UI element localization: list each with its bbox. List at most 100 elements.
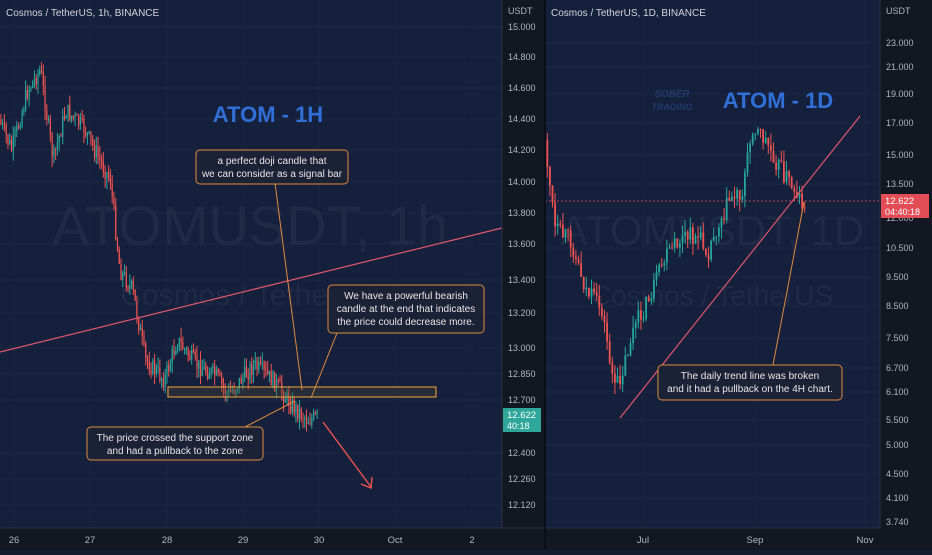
right-plot-area[interactable]: [545, 0, 880, 528]
left-candle-body: [175, 350, 177, 355]
right-candle-body: [733, 196, 736, 199]
x-tick-label-left: 28: [162, 535, 173, 546]
left-candle-body: [24, 90, 27, 110]
left-candle-body: [307, 423, 309, 425]
left-candle-body: [180, 338, 182, 343]
left-y-tick-label: 12.260: [508, 474, 536, 484]
right-candle-body: [652, 279, 655, 299]
left-candle-body: [164, 374, 166, 388]
left-candle-body: [224, 387, 226, 394]
right-candle-body: [762, 129, 765, 143]
left-candle-body: [136, 300, 138, 318]
right-candle-body: [600, 307, 603, 317]
right-axis-currency: USDT: [886, 6, 911, 16]
left-candle-body: [176, 347, 179, 351]
left-candle-body: [222, 383, 225, 388]
right-y-tick-label: 6.100: [886, 387, 909, 397]
right-candle-body: [715, 236, 718, 238]
x-tick-label-left: Oct: [388, 535, 403, 546]
right-candle-body: [777, 160, 780, 170]
left-candle-body: [268, 370, 271, 375]
left-candle-body: [212, 365, 214, 369]
left-candle-body: [191, 349, 193, 360]
left-candle-body: [86, 132, 89, 136]
right-candle-body: [621, 375, 624, 385]
left-candle-body: [95, 146, 97, 158]
left-candle-body: [183, 349, 186, 351]
left-candle-body: [231, 389, 233, 392]
right-candle-body: [730, 196, 733, 201]
left-candle-body: [229, 389, 232, 392]
left-candle-body: [120, 263, 122, 280]
left-candle-body: [297, 404, 299, 419]
left-price-tag: 12.622 40:18: [503, 408, 541, 432]
left-price-axis[interactable]: USDT 15.000 14.800 14.600 14.400 14.200 14.00…: [501, 0, 545, 550]
right-candle-body: [780, 160, 783, 162]
left-candle-body: [304, 418, 306, 420]
right-candle-body: [580, 262, 583, 277]
left-candle-body: [9, 140, 11, 144]
right-candle-body: [629, 343, 632, 356]
left-y-tick-label: 13.400: [508, 275, 536, 285]
left-candle-body: [214, 365, 216, 376]
left-candle-body: [226, 392, 228, 394]
left-candle-body: [305, 418, 308, 424]
right-candle-body: [603, 316, 606, 323]
right-candle-body: [691, 227, 694, 244]
right-candle-body: [710, 240, 713, 260]
right-candle-body: [660, 264, 663, 266]
callout-support-line1: The price crossed the support zone: [97, 433, 254, 444]
left-candle-body: [60, 135, 62, 137]
left-candle-body: [291, 399, 294, 413]
left-candle-body: [259, 361, 262, 364]
right-y-tick-label: 13.500: [886, 179, 914, 189]
left-candle-body: [90, 131, 92, 140]
left-y-tick-label: 14.600: [508, 83, 536, 93]
right-candle-body: [559, 223, 562, 225]
right-candle-body: [725, 197, 728, 220]
left-candle-body: [17, 125, 20, 128]
left-candle-body: [169, 363, 172, 372]
left-candle-body: [171, 349, 173, 364]
right-candle-body: [702, 232, 705, 249]
left-candle-body: [81, 118, 83, 120]
left-candle-body: [49, 118, 51, 135]
right-candle-body: [642, 319, 645, 321]
right-candle-body: [798, 193, 801, 198]
right-candle-body: [764, 138, 767, 143]
left-candle-body: [92, 139, 94, 146]
right-chart-panel[interactable]: ATOMUSDT, 1D Cosmos / TetherUS ATOM - 1D…: [545, 0, 880, 528]
left-candle-body: [178, 338, 180, 348]
left-candle-body: [256, 360, 258, 370]
left-candle-body: [63, 116, 66, 119]
left-chart-panel[interactable]: ATOMUSDT, 1h Cosmos / TetherUS ATOM - 1H…: [0, 0, 503, 528]
left-candle-body: [62, 116, 64, 137]
right-candle-body: [697, 236, 700, 238]
left-candle-body: [99, 156, 101, 160]
left-candle-body: [115, 205, 117, 239]
left-current-price: 12.622: [507, 410, 536, 421]
left-candle-body: [79, 118, 82, 126]
right-candle-body: [587, 287, 590, 297]
left-candle-body: [199, 360, 202, 377]
right-candle-body: [676, 238, 679, 248]
left-candle-body: [30, 87, 32, 90]
left-chart-title: ATOM - 1H: [213, 102, 323, 127]
left-candle-body: [33, 77, 36, 82]
right-price-axis[interactable]: USDT 23.000 21.000 19.000 17.000 15.000 13.50…: [879, 0, 932, 550]
left-candle-body: [116, 238, 119, 250]
left-candle-body: [102, 161, 104, 172]
x-tick-label-right: Nov: [857, 535, 874, 546]
callout-doji-line1: a perfect doji candle that: [218, 156, 327, 167]
right-candle-body: [582, 276, 585, 289]
right-candle-body: [626, 355, 629, 357]
right-candle-body: [632, 327, 635, 344]
left-y-tick-label: 14.800: [508, 52, 536, 62]
right-candle-body: [585, 287, 588, 289]
left-candle-body: [206, 372, 209, 380]
left-candle-body: [228, 389, 230, 393]
callout-daily-line2: and it had a pullback on the 4H chart.: [667, 384, 833, 395]
left-candle-body: [242, 377, 244, 384]
left-candle-body: [55, 148, 57, 150]
